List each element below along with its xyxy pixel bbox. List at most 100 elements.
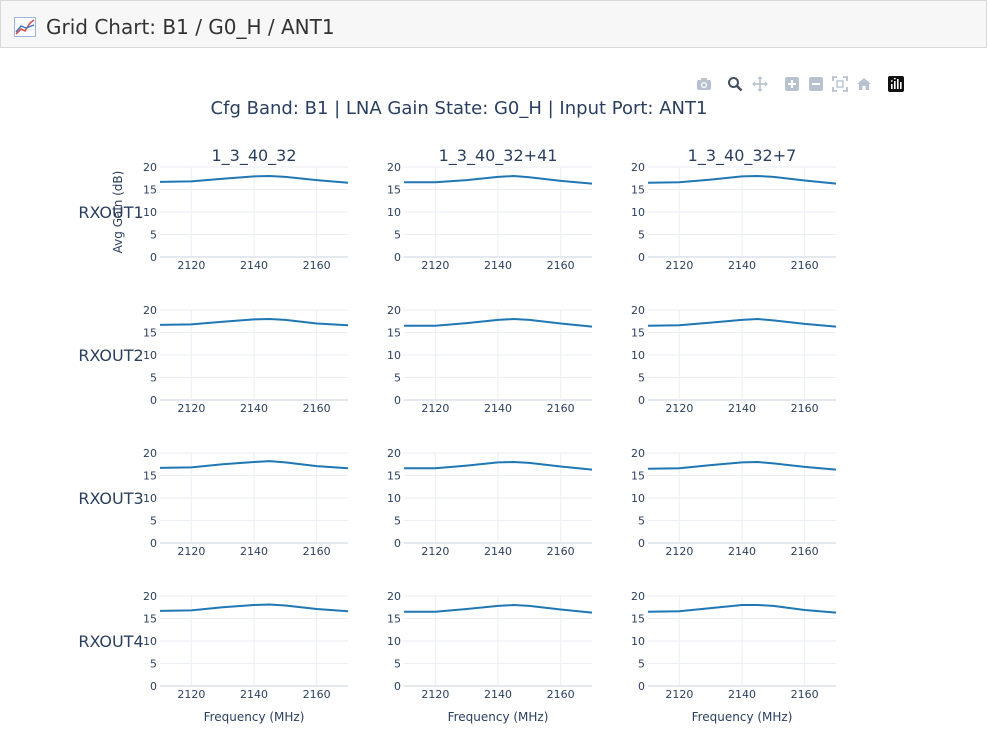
x-axis-label: Frequency (MHz)	[448, 710, 549, 724]
y-tick-label: 20	[143, 161, 157, 174]
y-tick-label: 5	[150, 658, 157, 671]
camera-icon[interactable]	[695, 74, 713, 94]
x-tick-label: 2140	[240, 259, 268, 272]
x-tick-label: 2120	[421, 402, 449, 415]
y-tick-label: 15	[143, 613, 157, 626]
y-tick-label: 15	[631, 184, 645, 197]
y-tick-label: 5	[394, 372, 401, 385]
chart-icon	[14, 17, 36, 37]
y-tick-label: 0	[394, 680, 401, 693]
y-tick-label: 10	[631, 492, 645, 505]
x-tick-label: 2120	[421, 545, 449, 558]
x-tick-label: 2140	[484, 259, 512, 272]
x-tick-label: 2140	[240, 688, 268, 701]
y-tick-label: 0	[394, 537, 401, 550]
column-title: 1_3_40_32	[211, 146, 296, 166]
series-line	[404, 603, 593, 614]
series-line	[404, 174, 593, 185]
y-tick-label: 15	[387, 613, 401, 626]
y-tick-label: 20	[387, 447, 401, 460]
autoscale-icon[interactable]	[831, 74, 849, 94]
row-label: RXOUT1	[78, 203, 143, 222]
y-tick-label: 10	[387, 635, 401, 648]
y-tick-label: 20	[143, 304, 157, 317]
y-tick-label: 15	[143, 470, 157, 483]
y-tick-label: 0	[150, 394, 157, 407]
x-tick-label: 2120	[177, 402, 205, 415]
y-tick-label: 0	[638, 394, 645, 407]
y-tick-label: 5	[150, 229, 157, 242]
y-tick-label: 5	[638, 658, 645, 671]
x-tick-label: 2120	[665, 688, 693, 701]
y-tick-label: 10	[631, 635, 645, 648]
y-tick-label: 20	[631, 161, 645, 174]
y-tick-label: 0	[150, 680, 157, 693]
x-tick-label: 2140	[484, 402, 512, 415]
x-tick-label: 2160	[303, 688, 331, 701]
window-title: Grid Chart: B1 / G0_H / ANT1	[46, 15, 335, 39]
y-tick-label: 15	[387, 184, 401, 197]
y-tick-label: 10	[143, 635, 157, 648]
row-label: RXOUT4	[78, 632, 143, 651]
y-axis-label: Avg Gain (dB)	[111, 171, 125, 254]
x-tick-label: 2120	[177, 545, 205, 558]
x-tick-label: 2120	[421, 688, 449, 701]
x-tick-label: 2120	[665, 545, 693, 558]
y-tick-label: 5	[394, 229, 401, 242]
series-line	[647, 174, 837, 185]
series-line	[159, 174, 349, 184]
x-tick-label: 2140	[240, 545, 268, 558]
x-tick-label: 2120	[177, 688, 205, 701]
reset-axes-icon[interactable]	[855, 74, 873, 94]
y-tick-label: 20	[387, 304, 401, 317]
plotly-logo-icon[interactable]	[887, 74, 905, 94]
row-label: RXOUT3	[78, 489, 143, 508]
y-tick-label: 20	[143, 447, 157, 460]
x-tick-label: 2160	[547, 545, 575, 558]
y-tick-label: 5	[150, 515, 157, 528]
x-tick-label: 2160	[791, 259, 819, 272]
y-tick-label: 10	[387, 349, 401, 362]
y-tick-label: 0	[638, 251, 645, 264]
y-tick-label: 10	[631, 206, 645, 219]
y-tick-label: 5	[394, 658, 401, 671]
x-axis-label: Frequency (MHz)	[204, 710, 305, 724]
y-tick-label: 5	[394, 515, 401, 528]
x-tick-label: 2140	[728, 688, 756, 701]
x-tick-label: 2120	[665, 402, 693, 415]
zoom-in-icon[interactable]	[783, 74, 801, 94]
x-tick-label: 2140	[484, 688, 512, 701]
x-tick-label: 2160	[303, 402, 331, 415]
x-axis-label: Frequency (MHz)	[692, 710, 793, 724]
y-tick-label: 15	[387, 327, 401, 340]
y-tick-label: 10	[387, 206, 401, 219]
pan-icon[interactable]	[751, 74, 769, 94]
y-tick-label: 5	[150, 372, 157, 385]
zoom-out-icon[interactable]	[807, 74, 825, 94]
y-tick-label: 0	[394, 394, 401, 407]
x-tick-label: 2140	[728, 259, 756, 272]
y-tick-label: 20	[631, 590, 645, 603]
x-tick-label: 2120	[665, 259, 693, 272]
y-tick-label: 15	[631, 470, 645, 483]
x-tick-label: 2140	[728, 402, 756, 415]
y-tick-label: 15	[143, 327, 157, 340]
y-tick-label: 15	[631, 613, 645, 626]
x-tick-label: 2140	[484, 545, 512, 558]
series-line	[647, 317, 837, 328]
y-tick-label: 10	[387, 492, 401, 505]
y-tick-label: 10	[143, 206, 157, 219]
y-tick-label: 20	[387, 590, 401, 603]
y-tick-label: 15	[631, 327, 645, 340]
window-header: Grid Chart: B1 / G0_H / ANT1	[0, 0, 987, 48]
y-tick-label: 5	[638, 372, 645, 385]
series-line	[647, 604, 837, 614]
chart-title: Cfg Band: B1 | LNA Gain State: G0_H | In…	[210, 98, 708, 119]
y-tick-label: 0	[150, 537, 157, 550]
series-line	[647, 460, 837, 471]
x-tick-label: 2120	[421, 259, 449, 272]
series-line	[159, 460, 349, 470]
zoom-icon[interactable]	[726, 74, 744, 94]
y-tick-label: 10	[631, 349, 645, 362]
